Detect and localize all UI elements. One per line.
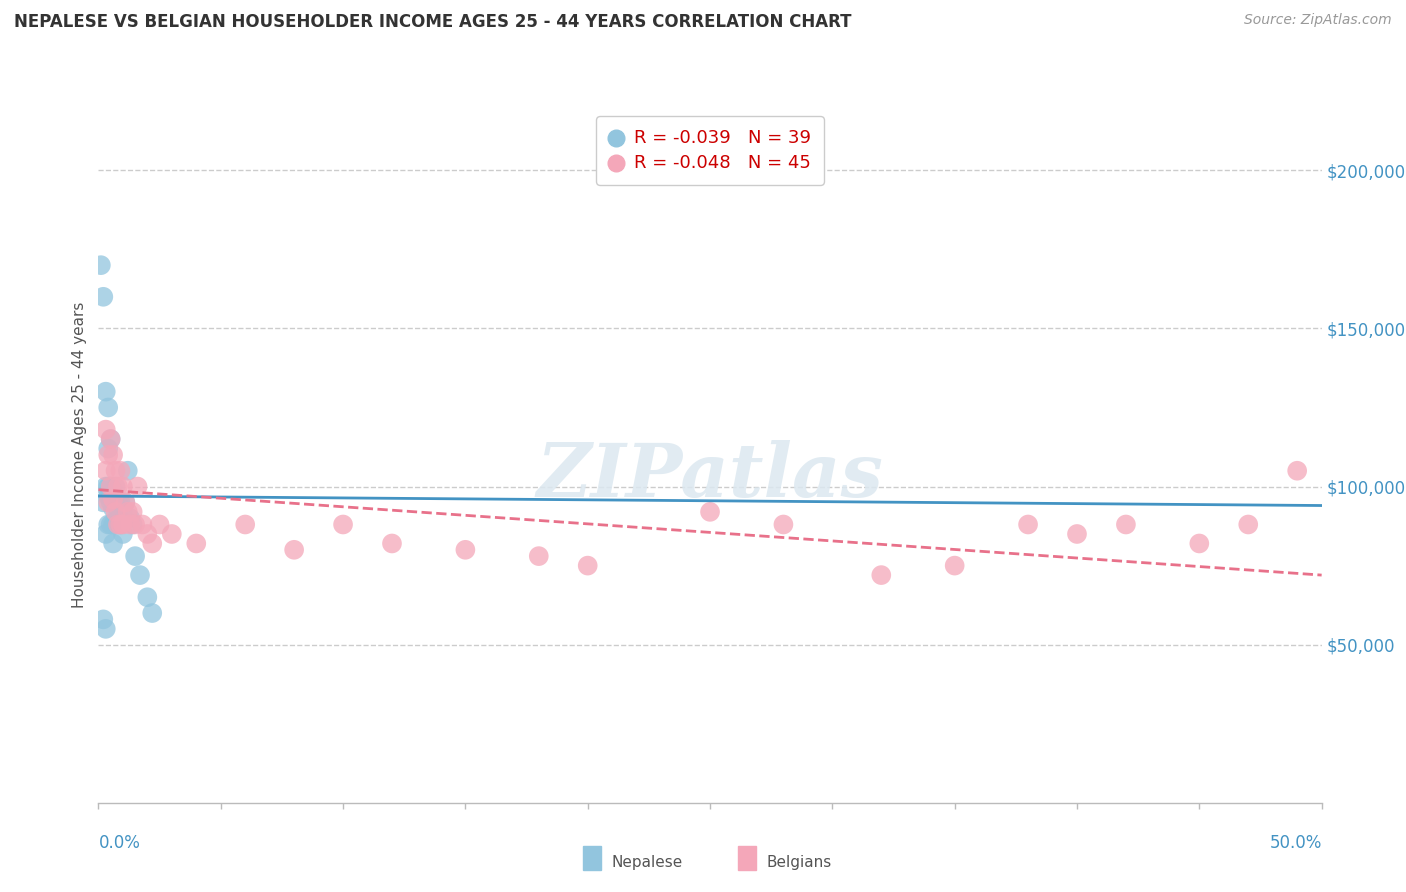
Point [107, 479, 129, 493]
Point [117, 505, 139, 519]
Point [100, 517, 122, 532]
Point [101, 501, 124, 516]
Point [1237, 517, 1260, 532]
Point [104, 495, 127, 509]
Point [97, 401, 120, 415]
Text: Nepalese: Nepalese [612, 855, 683, 870]
Point [94, 464, 117, 478]
Point [121, 517, 143, 532]
Point [107, 517, 129, 532]
Point [943, 558, 966, 573]
Point [114, 495, 136, 509]
Point [576, 558, 599, 573]
Text: 50.0%: 50.0% [1270, 834, 1322, 852]
Point [186, 536, 208, 550]
Y-axis label: Householder Income Ages 25 - 44 years: Householder Income Ages 25 - 44 years [72, 301, 87, 608]
Point [141, 606, 163, 620]
Point [111, 527, 134, 541]
Text: NEPALESE VS BELGIAN HOUSEHOLDER INCOME AGES 25 - 44 YEARS CORRELATION CHART: NEPALESE VS BELGIAN HOUSEHOLDER INCOME A… [14, 13, 852, 31]
Text: Belgians: Belgians [766, 855, 831, 870]
Point [94, 384, 117, 399]
Point [124, 549, 146, 563]
Point [97, 517, 120, 532]
Point [283, 542, 305, 557]
Point [136, 591, 159, 605]
Point [100, 479, 122, 493]
Point [101, 492, 124, 507]
Point [104, 464, 127, 478]
Point [1017, 517, 1039, 532]
Point [107, 508, 129, 522]
Point [1286, 464, 1309, 478]
Point [110, 495, 132, 509]
Point [111, 505, 134, 519]
Point [107, 495, 129, 509]
Legend: R = -0.039   N = 39, R = -0.048   N = 45: R = -0.039 N = 39, R = -0.048 N = 45 [596, 116, 824, 185]
Point [111, 517, 134, 532]
Point [110, 517, 132, 532]
Point [94, 423, 117, 437]
Text: ZIPatlas: ZIPatlas [537, 440, 883, 512]
Point [332, 517, 354, 532]
Point [97, 448, 120, 462]
Point [91, 290, 114, 304]
Point [454, 542, 477, 557]
Point [699, 505, 721, 519]
Point [100, 479, 122, 493]
Point [101, 448, 124, 462]
Point [117, 464, 139, 478]
Point [97, 442, 120, 456]
Point [100, 432, 122, 446]
Point [94, 622, 117, 636]
Point [111, 479, 134, 493]
Point [1066, 527, 1088, 541]
Point [124, 517, 146, 532]
Point [121, 505, 143, 519]
Point [94, 479, 117, 493]
Text: Source: ZipAtlas.com: Source: ZipAtlas.com [1244, 13, 1392, 28]
Point [527, 549, 550, 563]
Point [127, 479, 149, 493]
Point [131, 517, 153, 532]
Point [101, 483, 124, 497]
Point [870, 568, 893, 582]
Point [772, 517, 794, 532]
Point [104, 514, 127, 528]
Point [97, 495, 120, 509]
Point [120, 511, 142, 525]
Point [97, 489, 120, 503]
Point [149, 517, 172, 532]
Point [97, 479, 120, 493]
Point [91, 612, 114, 626]
Point [160, 527, 183, 541]
Point [101, 536, 124, 550]
Point [104, 505, 127, 519]
Point [1188, 536, 1211, 550]
Point [141, 536, 163, 550]
Point [114, 495, 136, 509]
Point [381, 536, 404, 550]
Point [104, 479, 127, 493]
Point [101, 517, 124, 532]
Point [100, 432, 122, 446]
Point [91, 495, 114, 509]
Point [136, 527, 159, 541]
Point [129, 568, 152, 582]
Point [100, 495, 122, 509]
Point [94, 527, 117, 541]
Point [90, 258, 112, 272]
Point [110, 464, 132, 478]
Point [110, 517, 132, 532]
Point [1115, 517, 1137, 532]
Text: 0.0%: 0.0% [98, 834, 141, 852]
Point [101, 492, 124, 507]
Point [120, 517, 142, 532]
Point [233, 517, 256, 532]
